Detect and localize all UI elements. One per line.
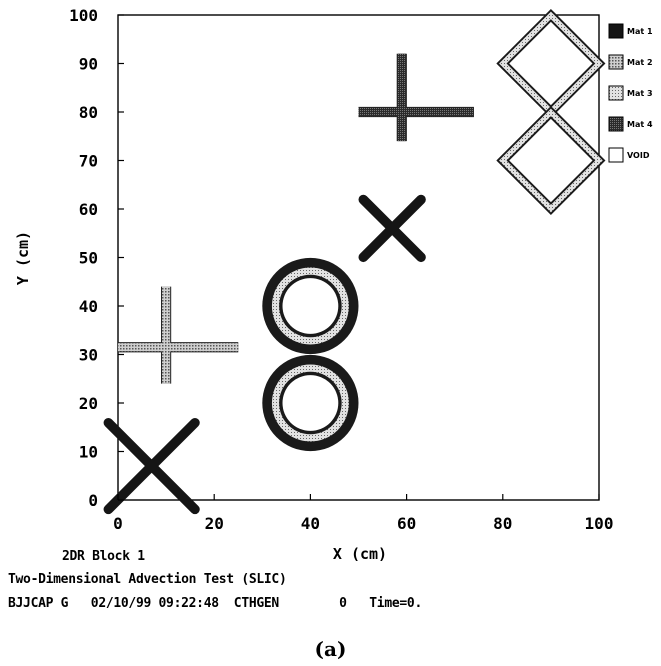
x-tick-label: 20	[205, 514, 224, 533]
legend-swatch	[608, 23, 624, 39]
y-tick-label: 0	[88, 491, 98, 510]
diamond-fill	[499, 11, 603, 116]
x-axis-label: X (cm)	[333, 545, 387, 563]
footer-title: Two-Dimensional Advection Test (SLIC)	[8, 572, 287, 587]
advection-plot: 0 20 40 60 80 100 0 10 20 30 40 50 60 70 80 90 100 X (cm…	[14, 6, 653, 563]
legend: Mat 1 Mat 2 Mat 3 Mat 4 VOID	[608, 23, 653, 163]
legend-swatch	[608, 147, 624, 163]
ring-void	[282, 375, 339, 431]
shape-x-cross	[358, 194, 426, 263]
legend-label: Mat 1	[627, 27, 653, 36]
y-tick-label: 70	[79, 152, 98, 171]
y-axis-label: Y (cm)	[14, 231, 32, 285]
legend-swatch	[608, 85, 624, 101]
ring-void	[282, 278, 339, 334]
shape-plus	[358, 53, 474, 142]
shape-diamond	[496, 8, 606, 119]
shape-ring	[262, 257, 359, 355]
y-tick-label: 40	[79, 297, 98, 316]
x-tick-label: 60	[397, 514, 416, 533]
x-tick-label: 40	[301, 514, 320, 533]
legend-label: VOID	[627, 151, 650, 160]
legend-swatch	[608, 116, 624, 132]
shape-diamond	[496, 105, 606, 216]
legend-label: Mat 4	[627, 120, 653, 129]
x-tick-label: 80	[493, 514, 512, 533]
y-tick-label: 20	[79, 394, 98, 413]
diamond-outline	[496, 105, 606, 216]
x-tick-label: 100	[585, 514, 614, 533]
y-tick-label: 60	[79, 200, 98, 219]
caption: (a)	[314, 637, 347, 661]
y-tick-label: 80	[79, 103, 98, 122]
y-tick-label: 30	[79, 346, 98, 365]
shape-x-cross	[103, 417, 200, 515]
legend-swatch	[608, 54, 624, 70]
diamond-fill	[499, 108, 603, 213]
shape-plus	[118, 286, 239, 384]
footer-run-info: BJJCAP G 02/10/99 09:22:48 CTHGEN 0 Time…	[8, 596, 422, 611]
ticks-layer: 0 20 40 60 80 100 0 10 20 30 40 50 60 70 80 90 100	[69, 6, 613, 533]
y-tick-label: 100	[69, 6, 98, 25]
y-tick-label: 10	[79, 443, 98, 462]
x-cross-arm	[358, 194, 426, 263]
x-cross-arm	[103, 417, 200, 515]
shapes-layer	[103, 8, 606, 515]
footer-block: 2DR Block 1	[62, 549, 145, 564]
x-tick-label: 0	[113, 514, 123, 533]
legend-label: Mat 2	[627, 58, 653, 67]
y-tick-label: 90	[79, 55, 98, 74]
diamond-outline	[496, 8, 606, 119]
shape-ring	[262, 354, 359, 452]
y-tick-label: 50	[79, 249, 98, 268]
legend-label: Mat 3	[627, 89, 653, 98]
